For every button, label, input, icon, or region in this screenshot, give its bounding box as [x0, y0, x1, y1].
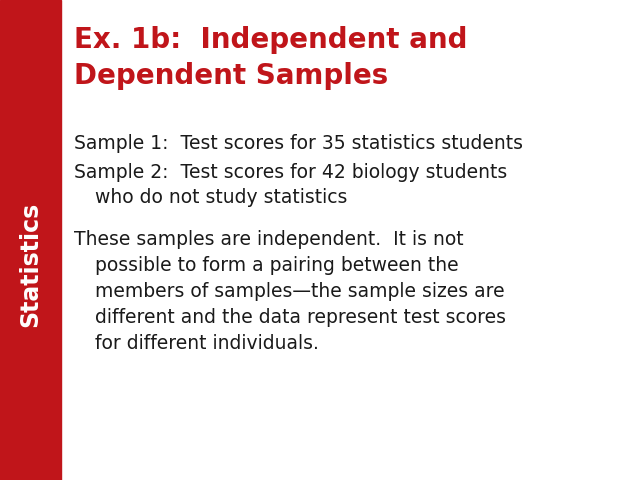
Text: who do not study statistics: who do not study statistics	[95, 188, 347, 207]
Bar	[0, 0, 61, 480]
Text: Ex. 1b:  Independent and: Ex. 1b: Independent and	[74, 26, 467, 54]
Text: These samples are independent.  It is not: These samples are independent. It is not	[74, 230, 463, 250]
Text: possible to form a pairing between the: possible to form a pairing between the	[95, 256, 458, 276]
Text: Statistics: Statistics	[19, 202, 42, 326]
Text: for different individuals.: for different individuals.	[95, 334, 319, 353]
Text: Sample 2:  Test scores for 42 biology students: Sample 2: Test scores for 42 biology stu…	[74, 163, 507, 182]
Text: different and the data represent test scores: different and the data represent test sc…	[95, 308, 506, 327]
Text: Sample 1:  Test scores for 35 statistics students: Sample 1: Test scores for 35 statistics …	[74, 134, 523, 154]
Text: members of samples—the sample sizes are: members of samples—the sample sizes are	[95, 282, 504, 301]
Text: Dependent Samples: Dependent Samples	[74, 62, 388, 90]
